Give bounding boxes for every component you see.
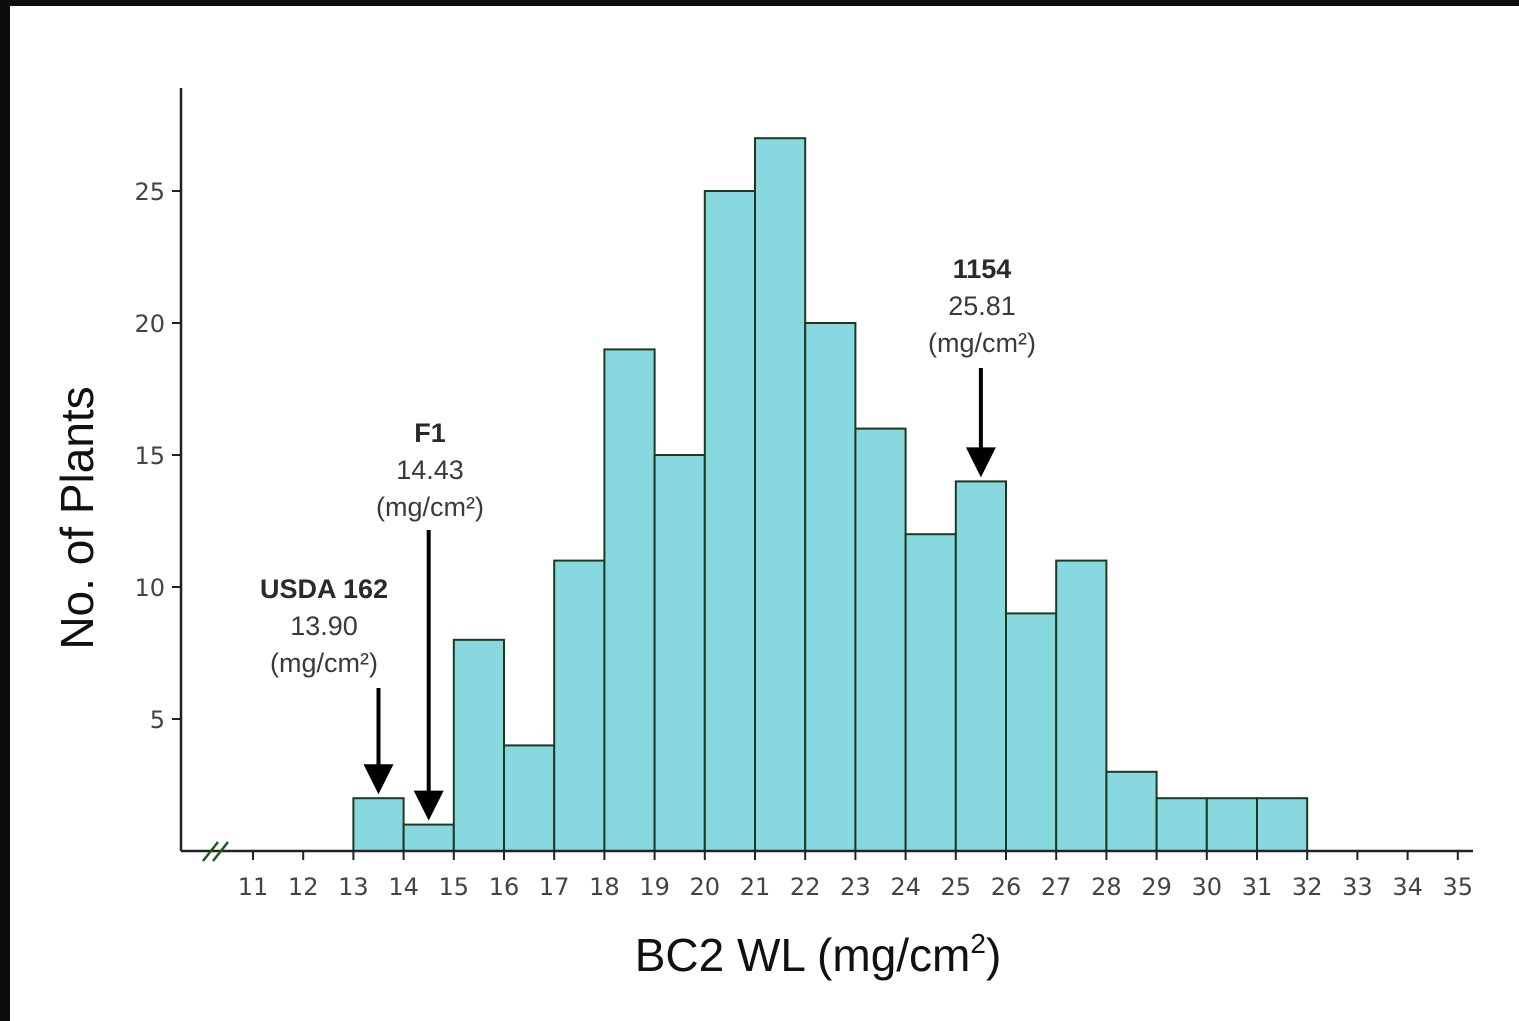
x-tick-label: 16	[489, 873, 520, 901]
y-tick-label: 15	[134, 442, 165, 470]
annotation-arrow-head	[363, 764, 394, 795]
x-tick-label: 13	[338, 873, 369, 901]
annotation-label: F1	[414, 418, 446, 448]
x-tick-label: 33	[1342, 873, 1373, 901]
histogram-bar	[1105, 770, 1158, 852]
annotation: 1154 25.81 (mg/cm²)	[928, 254, 1036, 478]
x-tick-label: 14	[388, 873, 419, 901]
histogram-bar	[452, 638, 505, 852]
histogram-bar	[1055, 559, 1108, 852]
annotation-value: 25.81	[948, 291, 1016, 321]
y-tick-label: 25	[134, 178, 165, 206]
axis-break-mark	[202, 841, 219, 862]
annotation-unit: (mg/cm²)	[376, 492, 484, 522]
x-tick-label: 24	[890, 873, 921, 901]
histogram-bar	[904, 533, 957, 852]
histogram-bar	[1256, 797, 1309, 853]
axes-group: 11 12 13 14 15 16 17 18 19 20 21 22 23 24 25 26 27 28 29 30…	[134, 88, 1473, 901]
x-tick-label: 31	[1242, 873, 1273, 901]
annotation-value: 13.90	[290, 611, 358, 641]
y-tick-label: 20	[134, 310, 165, 338]
y-tick-label: 10	[134, 574, 165, 602]
annotation-arrow-head	[413, 790, 444, 821]
x-tick-label: 28	[1091, 873, 1122, 901]
annotation: F1 14.43 (mg/cm²)	[376, 418, 484, 821]
x-tick-label: 21	[740, 873, 771, 901]
histogram-bar	[854, 427, 907, 852]
annotation: USDA 162 13.90 (mg/cm²)	[260, 574, 394, 795]
x-tick-label: 15	[439, 873, 470, 901]
annotations-group: USDA 16213.90(mg/cm²)F114.43(mg/cm²)1154…	[260, 254, 1036, 821]
x-tick-label: 12	[288, 873, 319, 901]
x-axis-title: BC2 WL (mg/cm2)	[635, 928, 1002, 981]
bars-group	[352, 137, 1309, 853]
x-axis-title-main: BC2 WL (mg/cm	[635, 929, 971, 981]
x-tick-label: 27	[1041, 873, 1072, 901]
x-tick-label: 30	[1192, 873, 1223, 901]
annotation-label: 1154	[953, 254, 1012, 284]
x-tick-label: 32	[1292, 873, 1323, 901]
annotation-value: 14.43	[396, 455, 464, 485]
histogram-chart: 11 12 13 14 15 16 17 18 19 20 21 22 23 24 25 26 27 28 29 30…	[51, 88, 1473, 981]
histogram-bar	[954, 480, 1007, 852]
x-tick-label: 26	[991, 873, 1022, 901]
histogram-bar	[653, 454, 706, 852]
x-axis-title-close: )	[986, 929, 1001, 981]
x-tick-label: 11	[238, 873, 269, 901]
histogram-bar	[503, 744, 556, 853]
histogram-bar	[352, 797, 405, 853]
histogram-bar	[402, 823, 455, 852]
x-tick-label: 19	[639, 873, 670, 901]
x-tick-label: 23	[840, 873, 871, 901]
histogram-bar	[754, 137, 807, 852]
x-tick-label: 20	[690, 873, 721, 901]
axis-break-mark	[212, 841, 229, 862]
y-tick-label: 5	[150, 706, 165, 734]
histogram-bar	[703, 190, 756, 852]
histogram-bar	[1005, 612, 1058, 853]
histogram-bar	[804, 322, 857, 852]
x-tick-label: 17	[539, 873, 570, 901]
annotation-arrow-head	[965, 447, 996, 478]
x-axis-title-superscript: 2	[970, 928, 986, 959]
x-tick-label: 22	[790, 873, 821, 901]
histogram-bar	[1205, 797, 1259, 853]
annotation-unit: (mg/cm²)	[270, 648, 378, 678]
histogram-bar	[603, 348, 656, 852]
x-tick-label: 34	[1392, 873, 1423, 901]
y-axis-title: No. of Plants	[51, 386, 103, 649]
annotation-label: USDA 162	[260, 574, 388, 604]
histogram-bar	[553, 559, 606, 852]
x-tick-label: 25	[941, 873, 972, 901]
x-tick-label: 35	[1443, 873, 1474, 901]
x-tick-label: 29	[1141, 873, 1172, 901]
x-tick-label: 18	[589, 873, 620, 901]
histogram-bar	[1155, 797, 1208, 853]
annotation-unit: (mg/cm²)	[928, 328, 1036, 358]
